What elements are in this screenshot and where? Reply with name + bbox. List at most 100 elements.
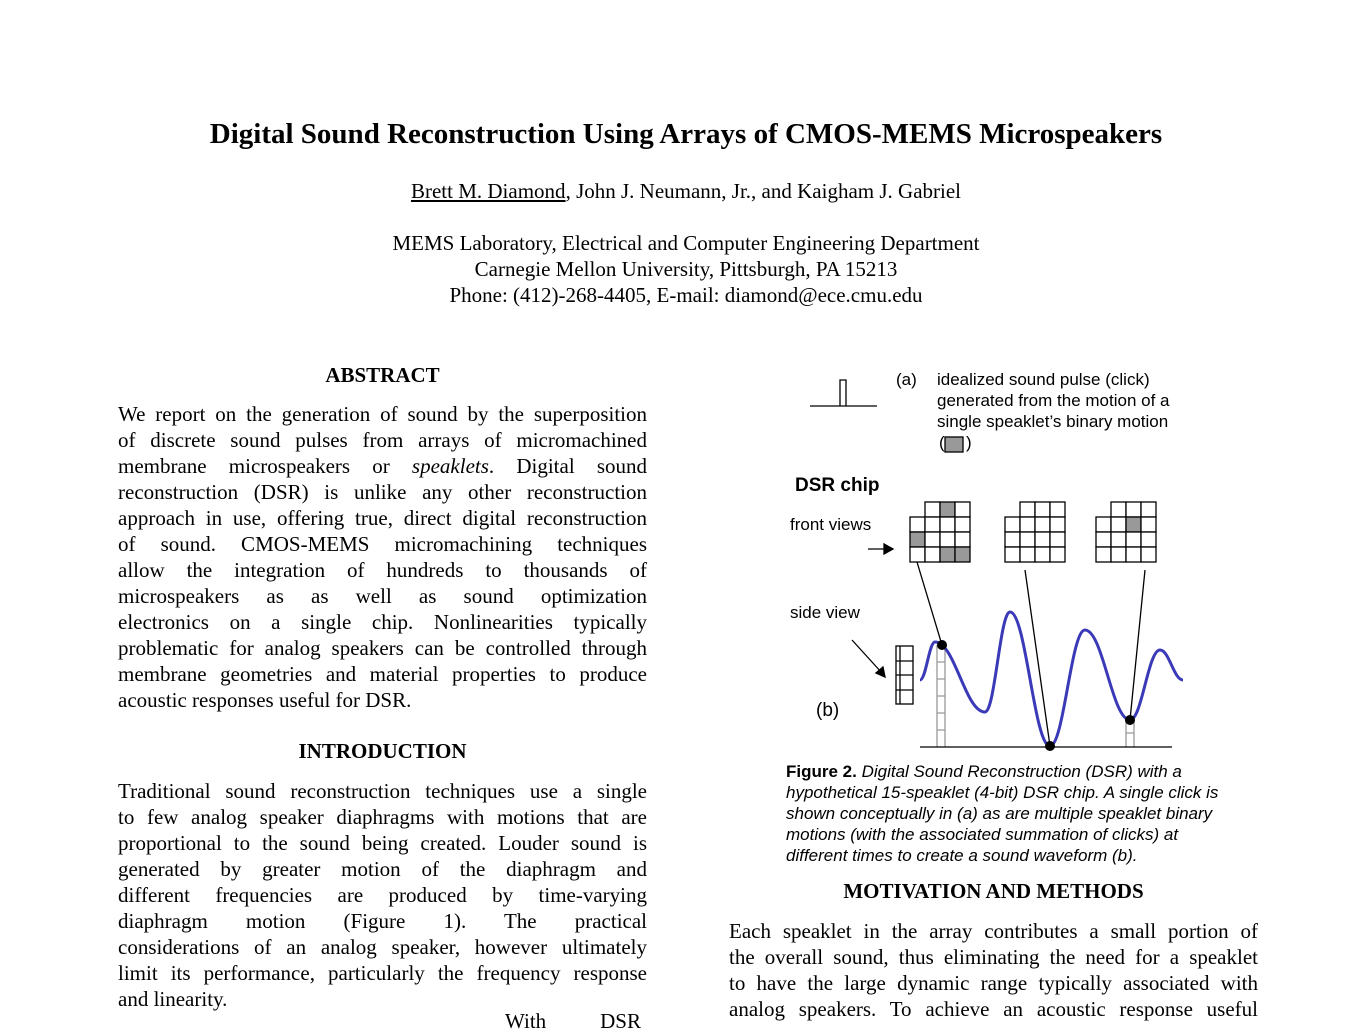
text-line: microspeakers as as well as sound optimi… [118, 584, 647, 608]
author-names: , John J. Neumann, Jr., and Kaigham J. G… [565, 179, 961, 203]
speaklet-cell [1125, 531, 1142, 548]
text-line: acoustic responses useful for DSR. [118, 688, 412, 712]
caption-line: shown conceptually in (a) as are multipl… [786, 804, 1213, 823]
text-line: analog speakers. To achieve an acoustic … [729, 997, 1258, 1021]
speaklet-cell [1019, 501, 1036, 518]
text-line: to have the large dynamic range typicall… [729, 971, 1258, 995]
authors: Brett M. Diamond, John J. Neumann, Jr., … [0, 179, 1372, 204]
side-arrow [851, 639, 883, 674]
text-line: limit its performance, particularly the … [118, 961, 647, 985]
caption-label: Figure 2. [786, 762, 857, 781]
speaklet-cell [1034, 546, 1051, 563]
speaklet-cell [1049, 516, 1066, 533]
speaklet-cell [1019, 546, 1036, 563]
stack-column [1125, 720, 1135, 747]
speaklet-cell [1004, 546, 1021, 563]
caption-line: motions (with the associated summation o… [786, 825, 1179, 844]
figure-text: idealized sound pulse (click) [937, 370, 1150, 389]
text-line: reconstruction (DSR) is unlike any other… [118, 480, 647, 504]
speaklet-cell [1019, 516, 1036, 533]
title: Digital Sound Reconstruction Using Array… [209, 118, 1163, 150]
affiliation-line: Carnegie Mellon University, Pittsburgh, … [474, 257, 898, 281]
speaklet-cell [1034, 516, 1051, 533]
pointer-lines [916, 561, 1146, 747]
speaklet-cell [1049, 501, 1066, 518]
side-view-divisions [896, 646, 913, 704]
figure-label: front views [790, 515, 872, 534]
section-heading: INTRODUCTION [298, 739, 467, 763]
text-line: proportional to the sound being created.… [118, 831, 647, 855]
text-line: approach in use, offering true, direct d… [118, 506, 647, 530]
speaklet-cell [924, 516, 941, 533]
text-run: . Digital sound [488, 454, 647, 478]
text-line: We report on the generation of sound by … [118, 402, 647, 426]
section-heading: MOTIVATION AND METHODS [843, 879, 1144, 903]
speaklet-cell [1140, 531, 1157, 548]
text-line: to few analog speaker diaphragms with mo… [118, 805, 647, 829]
speaklet-cell [1095, 546, 1112, 563]
text-line: problematic for analog speakers can be c… [118, 636, 647, 660]
speaklet-cell [1140, 516, 1157, 533]
speaklet-cell [1095, 531, 1112, 548]
front-arrowhead [883, 542, 895, 556]
text-line: generated by greater motion of the diaph… [118, 857, 647, 881]
figure-text: single speaklet’s binary motion [937, 412, 1169, 431]
text-line: of discrete sound pulses from arrays of … [118, 428, 647, 452]
text-line: electronics on a single chip. Nonlineari… [118, 610, 647, 634]
figure-label: side view [790, 603, 860, 622]
text-line: membrane microspeakers or speaklets. Dig… [118, 453, 647, 479]
speaklet-cell [909, 546, 926, 563]
caption-line: different times to create a sound wavefo… [786, 846, 1138, 865]
text-line: membrane geometries and material propert… [118, 662, 647, 686]
text-line: With DSR [505, 1009, 641, 1033]
speaklet-cell [1034, 531, 1051, 548]
author-name: Brett M. Diamond [410, 179, 566, 203]
text-line: considerations of an analog speaker, how… [118, 935, 647, 959]
chip-grids [909, 501, 1157, 563]
text-line: allow the integration of hundreds to tho… [118, 558, 647, 582]
section-heading: ABSTRACT [325, 363, 440, 387]
speaklet-cell [1125, 546, 1142, 563]
sound-pulse [810, 379, 877, 407]
affiliation-line: MEMS Laboratory, Electrical and Computer… [392, 231, 980, 255]
speaklet-cell [939, 516, 956, 533]
speaklet-cell [1110, 546, 1127, 563]
text-run: membrane microspeakers or [118, 454, 412, 478]
speaklet-cell [909, 516, 926, 533]
speaklet-cell [954, 516, 971, 533]
speaklet-cell [1110, 501, 1127, 518]
text-line: and linearity. [118, 987, 228, 1011]
speaklet-cell [1004, 531, 1021, 548]
affiliation-line: Phone: (412)-268-4405, E-mail: diamond@e… [449, 283, 923, 307]
speaklet-cell [1110, 531, 1127, 548]
side-arrowhead [874, 665, 886, 679]
caption-line: Figure 2. Digital Sound Reconstruction (… [786, 762, 1182, 782]
text-line: different frequencies are produced by ti… [118, 883, 647, 907]
speaklet-cell [1019, 531, 1036, 548]
italic-term: speaklets [411, 454, 489, 478]
sample-dot [1125, 715, 1135, 725]
speaklet-cell [1140, 501, 1157, 518]
sound-waveform [918, 610, 1184, 748]
text-line: diaphragm motion (Figure 1). The practic… [118, 909, 647, 933]
speaklet-cell [1125, 501, 1142, 518]
figure-text: ) [966, 433, 972, 452]
speaklet-cell [1004, 516, 1021, 533]
speaklet-cell [939, 501, 956, 518]
speaklet-cell [1140, 546, 1157, 563]
speaklet-cell [909, 531, 926, 548]
text-line: of sound. CMOS-MEMS micromachining techn… [118, 532, 647, 556]
caption-text: Digital Sound Reconstruction (DSR) with … [856, 762, 1182, 781]
speaklet-cell [924, 501, 941, 518]
speaklet-cell [939, 546, 956, 563]
figure-label: DSR chip [795, 475, 880, 496]
figure-text: generated from the motion of a [937, 391, 1170, 410]
figure-text: ( [939, 433, 945, 452]
sample-dot [937, 640, 947, 650]
text-line: Each speaklet in the array contributes a… [729, 919, 1258, 943]
speaklet-cell [1034, 501, 1051, 518]
speaklet-cell [924, 531, 941, 548]
speaklet-cell [939, 531, 956, 548]
figure-label: (b) [816, 700, 840, 721]
